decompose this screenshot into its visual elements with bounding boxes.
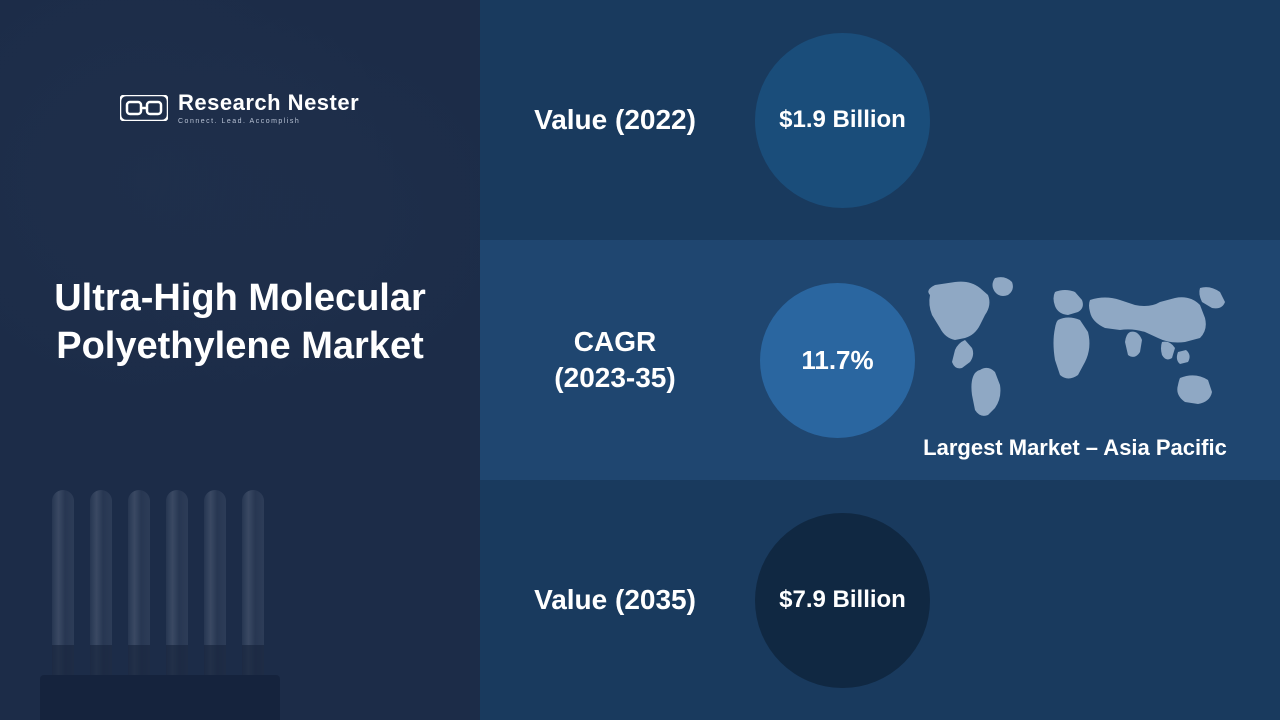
metric-circle-cagr: 11.7%: [760, 283, 915, 438]
page-title: Ultra-High Molecular Polyethylene Market: [30, 275, 450, 370]
metrics-panel: Value (2022) $1.9 Billion CAGR (2023-35)…: [480, 0, 1280, 720]
world-map-icon: [910, 270, 1240, 420]
left-hero-panel: Research Nester Connect. Lead. Accomplis…: [0, 0, 480, 720]
brand-logo-icon: [120, 95, 168, 121]
brand-name: Research Nester: [178, 90, 359, 116]
metric-value-forecast: $7.9 Billion: [779, 584, 906, 615]
metric-circle-forecast: $7.9 Billion: [755, 513, 930, 688]
metric-value-cagr: 11.7%: [801, 345, 873, 376]
metric-row-cagr: CAGR (2023-35) 11.7%: [480, 240, 1280, 480]
brand-tagline: Connect. Lead. Accomplish: [178, 118, 359, 125]
metric-label-forecast: Value (2035): [530, 582, 700, 618]
metric-row-forecast-value: Value (2035) $7.9 Billion: [480, 480, 1280, 720]
metric-row-base-value: Value (2022) $1.9 Billion: [480, 0, 1280, 240]
brand-logo: Research Nester Connect. Lead. Accomplis…: [120, 90, 450, 125]
metric-value-base: $1.9 Billion: [779, 104, 906, 135]
metric-label-base: Value (2022): [530, 102, 700, 138]
metric-label-cagr: CAGR (2023-35): [530, 324, 700, 397]
largest-market-label: Largest Market – Asia Pacific: [900, 435, 1250, 461]
brand-text-block: Research Nester Connect. Lead. Accomplis…: [178, 90, 359, 125]
largest-market-block: Largest Market – Asia Pacific: [900, 270, 1250, 461]
test-tubes-decoration: [40, 490, 320, 720]
metric-circle-base: $1.9 Billion: [755, 33, 930, 208]
